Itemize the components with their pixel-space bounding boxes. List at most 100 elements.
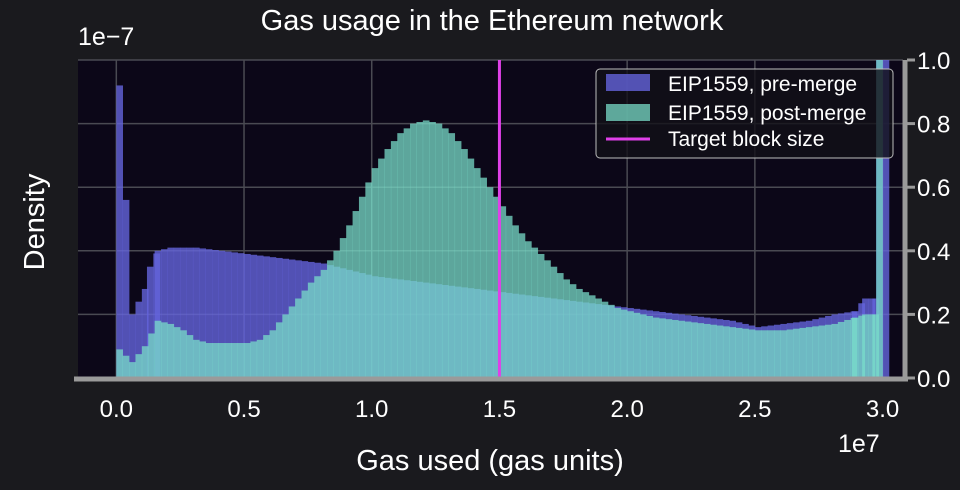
histogram-bar: [722, 326, 730, 378]
histogram-bar: [161, 249, 168, 378]
legend-label-pre-merge: EIP1559, pre-merge: [668, 73, 857, 96]
histogram-bar: [652, 317, 660, 378]
histogram-bar: [633, 312, 641, 378]
legend: EIP1559, pre-merge EIP1559, post-merge T…: [595, 68, 894, 159]
histogram-bar: [282, 314, 290, 378]
histogram-bar: [441, 128, 449, 378]
histogram-bar: [288, 306, 296, 378]
histogram-bar: [697, 323, 705, 378]
histogram-bar: [876, 60, 883, 378]
histogram-bar: [199, 341, 207, 378]
histogram-bar: [154, 250, 162, 378]
y-tick-label: 0.0: [917, 366, 950, 393]
histogram-bar: [122, 355, 130, 378]
histogram-series: [116, 60, 890, 379]
histogram-bar: [263, 256, 270, 378]
histogram-bar: [767, 330, 775, 378]
histogram-bar: [872, 314, 880, 378]
x-scale-label: 1e7: [838, 430, 880, 458]
x-tick-label: 3.0: [866, 396, 899, 423]
histogram-bar: [774, 330, 781, 378]
x-tick-label: 0.5: [227, 396, 260, 423]
histogram-bar: [346, 225, 353, 378]
legend-label-target-line: Target block size: [668, 128, 824, 151]
histogram-bar: [480, 177, 487, 378]
histogram-bar: [218, 250, 226, 378]
legend-label-post-merge: EIP1559, post-merge: [668, 102, 866, 125]
histogram-bar: [627, 311, 634, 378]
histogram-bar: [742, 328, 749, 378]
chart-title: Gas usage in the Ethereum network: [261, 5, 724, 37]
y-tick-label: 0.6: [917, 175, 950, 202]
histogram-bar: [275, 257, 283, 378]
histogram-bar: [665, 319, 673, 378]
x-tick-label: 2.0: [610, 396, 643, 423]
histogram-bar: [499, 206, 507, 378]
histogram-bar: [831, 323, 839, 378]
axes: [74, 60, 908, 382]
histogram-bar: [224, 343, 232, 378]
histogram-bar: [192, 247, 200, 378]
histogram-bar: [805, 327, 813, 378]
histogram-bar: [199, 248, 207, 378]
histogram-bar: [812, 326, 820, 378]
histogram-bar: [563, 279, 570, 378]
histogram-bar: [754, 330, 762, 378]
histogram-bar: [410, 123, 417, 378]
histogram-bar: [416, 122, 424, 378]
histogram-bar: [703, 323, 711, 378]
histogram-bar: [607, 304, 615, 378]
histogram-bar: [186, 247, 194, 378]
histogram-bar: [173, 327, 181, 378]
x-tick-label: 1.0: [355, 396, 388, 423]
histogram-bar: [186, 335, 194, 378]
histogram-bar: [397, 133, 404, 378]
histogram-bar: [129, 314, 136, 378]
histogram-bar: [173, 247, 181, 378]
histogram-bar: [461, 149, 468, 378]
histogram-bar: [135, 301, 143, 378]
histogram-bar: [748, 329, 756, 378]
histogram-bar: [780, 330, 788, 378]
histogram-bar: [116, 85, 123, 378]
histogram-bar: [531, 247, 539, 378]
histogram-bar: [710, 324, 717, 378]
histogram-bar: [167, 247, 175, 378]
series-1: [116, 60, 883, 379]
histogram-bar: [486, 187, 494, 378]
histogram-bar: [129, 362, 136, 378]
histogram-bar: [588, 295, 596, 378]
histogram-bar: [256, 255, 264, 378]
histogram-bar: [212, 250, 219, 378]
histogram-bar: [729, 327, 737, 378]
histogram-bar: [307, 282, 315, 378]
histogram-bar: [837, 321, 845, 378]
histogram-bar: [295, 298, 302, 378]
histogram-bar: [116, 349, 123, 378]
histogram-bar: [167, 323, 175, 378]
y-tick-label: 1.0: [917, 48, 950, 75]
histogram-bar: [844, 319, 851, 378]
histogram-bar: [269, 257, 277, 378]
histogram-bar: [544, 260, 551, 378]
y-axis-label: Density: [19, 173, 51, 270]
histogram-bar: [122, 199, 130, 378]
histogram-bar: [556, 273, 564, 378]
histogram-bar: [735, 327, 743, 378]
histogram-bar: [793, 328, 800, 378]
histogram-bar: [212, 343, 219, 378]
histogram-bar: [435, 123, 443, 378]
histogram-bar: [244, 253, 251, 378]
x-tick-label: 1.5: [483, 396, 516, 423]
histogram-bar: [224, 251, 232, 378]
histogram-bar: [467, 158, 475, 378]
histogram-bar: [365, 182, 373, 378]
histogram-bar: [154, 320, 162, 378]
histogram-bar: [371, 168, 379, 378]
histogram-bar: [148, 333, 155, 378]
histogram-bar: [263, 335, 270, 378]
legend-box: [595, 68, 894, 159]
histogram-bar: [671, 319, 679, 378]
histogram-bar: [582, 292, 590, 378]
